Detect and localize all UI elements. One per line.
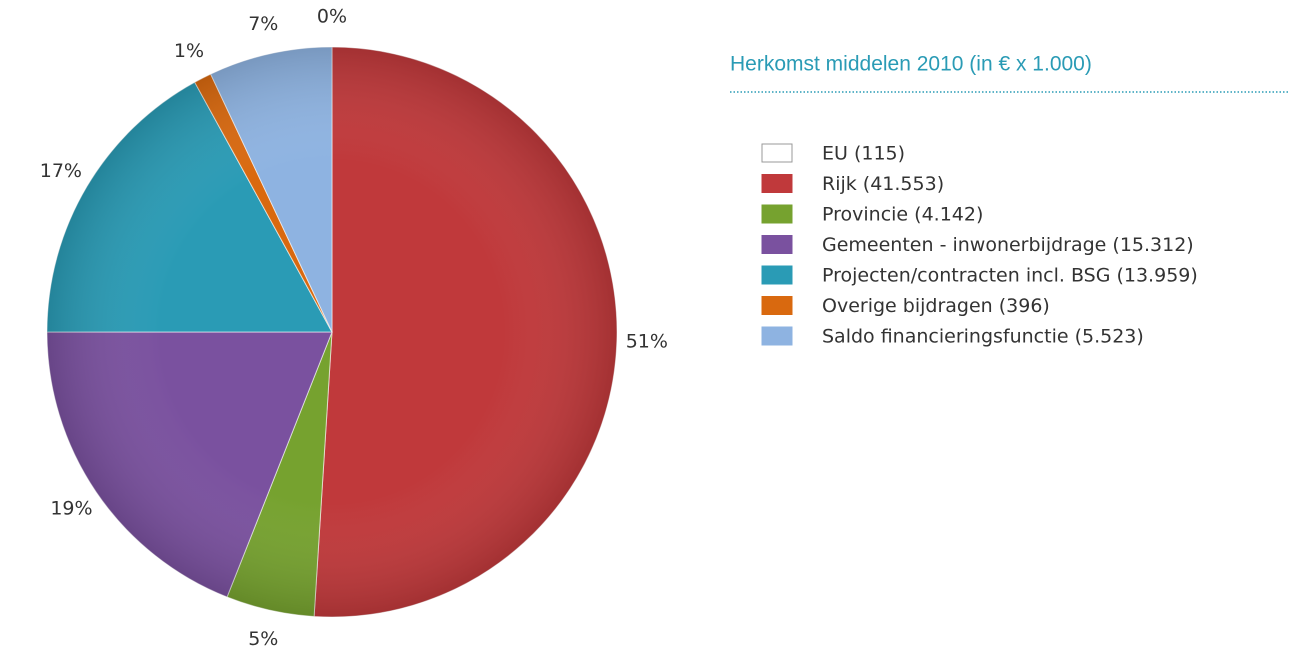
- slice-label: 19%: [50, 498, 92, 520]
- chart-title: Herkomst middelen 2010 (in € x 1.000): [730, 53, 1092, 76]
- legend-swatch: [761, 296, 793, 315]
- legend-swatch: [761, 265, 793, 285]
- slice-label: 7%: [248, 13, 278, 35]
- legend-swatch: [761, 204, 793, 224]
- legend-swatch: [761, 143, 793, 163]
- legend-swatch: [761, 235, 793, 254]
- legend-label: Gemeenten - inwonerbijdrage (15.312): [822, 234, 1194, 256]
- legend-label: Saldo financieringsfunctie (5.523): [822, 326, 1144, 348]
- legend-swatch: [761, 326, 793, 346]
- legend-label: EU (115): [822, 143, 905, 165]
- slice-label: 17%: [40, 160, 82, 182]
- legend-label: Projecten/contracten incl. BSG (13.959): [822, 265, 1198, 287]
- pie-slice: [313, 46, 618, 618]
- legend-swatch: [761, 174, 793, 193]
- legend-label: Provincie (4.142): [822, 204, 983, 226]
- legend-label: Rijk (41.553): [822, 173, 944, 195]
- slice-label: 5%: [248, 628, 278, 650]
- slice-label: 51%: [626, 330, 668, 352]
- pie: [46, 46, 618, 618]
- slice-label: 0%: [317, 6, 347, 28]
- legend-label: Overige bijdragen (396): [822, 295, 1050, 317]
- slice-label: 1%: [174, 40, 204, 62]
